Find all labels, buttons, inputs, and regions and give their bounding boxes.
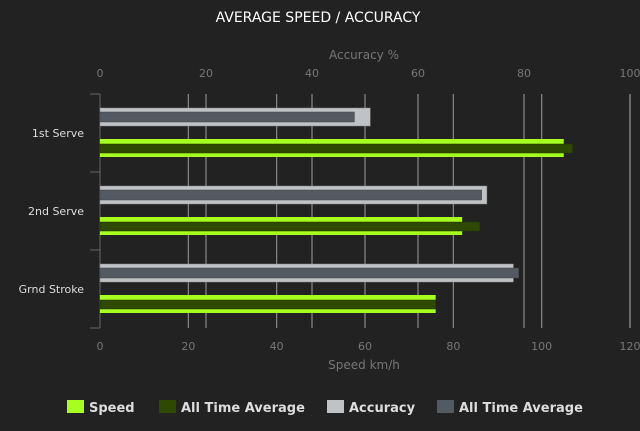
bottom-tick-label: 80 bbox=[446, 340, 460, 353]
top-tick-label: 80 bbox=[517, 67, 531, 80]
bar-accuracy-average bbox=[100, 190, 482, 200]
bar-speed-average bbox=[100, 300, 436, 309]
top-axis-label: Accuracy % bbox=[329, 48, 399, 62]
category-label: 1st Serve bbox=[32, 127, 84, 140]
top-tick-label: 0 bbox=[97, 67, 104, 80]
top-tick-label: 40 bbox=[305, 67, 319, 80]
bar-speed-average bbox=[100, 144, 573, 153]
legend-swatch bbox=[437, 400, 454, 413]
category-label: 2nd Serve bbox=[28, 205, 84, 218]
bottom-tick-label: 0 bbox=[97, 340, 104, 353]
legend-swatch bbox=[67, 400, 84, 413]
bottom-tick-label: 100 bbox=[531, 340, 552, 353]
bar-accuracy-average bbox=[100, 112, 354, 122]
chart-title: AVERAGE SPEED / ACCURACY bbox=[216, 10, 421, 26]
legend-swatch bbox=[327, 400, 344, 413]
bar-speed-average bbox=[100, 222, 480, 231]
category-label: Grnd Stroke bbox=[19, 283, 85, 296]
legend-label: All Time Average bbox=[459, 401, 583, 416]
legend-swatch bbox=[159, 400, 176, 413]
bar-accuracy-average bbox=[100, 268, 519, 278]
bottom-axis-label: Speed km/h bbox=[328, 358, 400, 372]
top-tick-label: 60 bbox=[411, 67, 425, 80]
bottom-tick-label: 20 bbox=[181, 340, 195, 353]
legend-label: Speed bbox=[89, 401, 135, 416]
top-tick-label: 20 bbox=[199, 67, 213, 80]
top-tick-label: 100 bbox=[620, 67, 640, 80]
bottom-tick-label: 60 bbox=[358, 340, 372, 353]
bottom-tick-label: 120 bbox=[620, 340, 640, 353]
bottom-tick-label: 40 bbox=[270, 340, 284, 353]
legend-label: Accuracy bbox=[349, 401, 416, 416]
legend-label: All Time Average bbox=[181, 401, 305, 416]
